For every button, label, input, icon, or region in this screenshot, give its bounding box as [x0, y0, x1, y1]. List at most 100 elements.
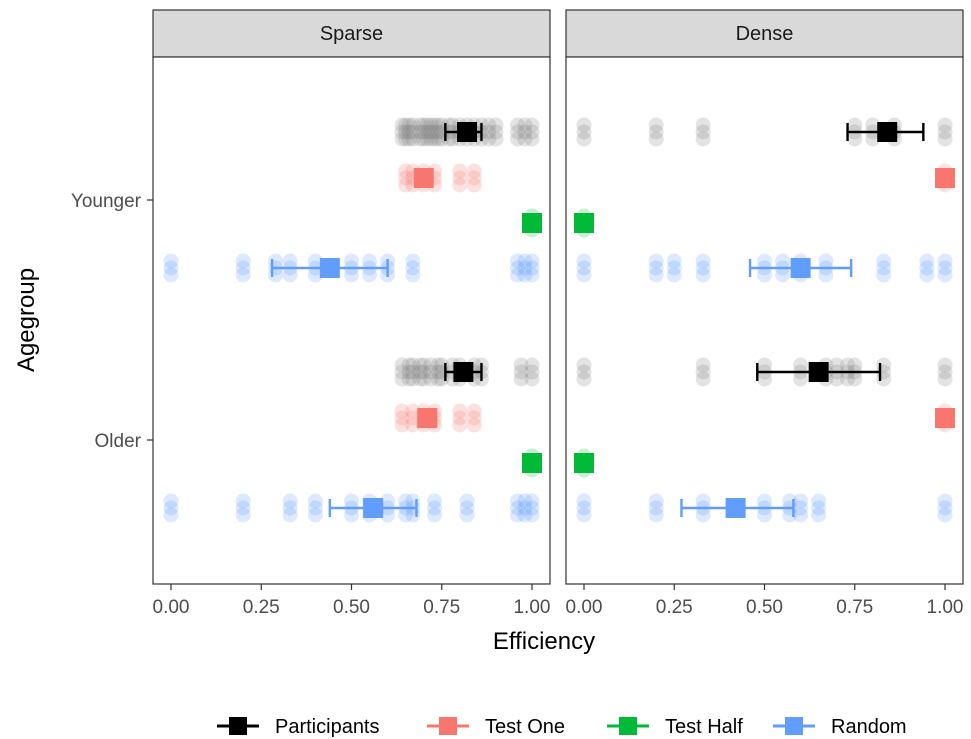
point-sparse-older-random-7-2 — [398, 507, 414, 523]
point-sparse-younger-participants-17-2 — [481, 131, 497, 147]
panel-sparse — [152, 56, 551, 585]
mean-dense-younger-random — [790, 258, 811, 278]
point-sparse-younger-participants-5-0 — [416, 117, 432, 133]
x-tick-label-sparse-4: 1.00 — [514, 597, 551, 618]
point-dense-younger-random-4-2 — [757, 267, 772, 283]
legend-label-0: Participants — [275, 716, 380, 738]
point-sparse-older-participants-13-1 — [524, 364, 540, 380]
point-sparse-younger-random-10-1 — [517, 260, 533, 276]
point-sparse-older-random-11-2 — [510, 507, 526, 523]
point-sparse-older-test-one-1-1 — [405, 410, 421, 426]
point-sparse-older-random-8-2 — [405, 507, 421, 523]
point-dense-younger-participants-6-1 — [937, 124, 953, 140]
point-sparse-older-participants-2-0 — [405, 357, 421, 373]
point-sparse-younger-test-one-5-0 — [466, 163, 482, 179]
point-sparse-older-random-13-1 — [524, 500, 540, 516]
x-tick-label-dense-0: 0.00 — [566, 597, 603, 618]
point-dense-older-random-7-2 — [937, 507, 953, 523]
point-sparse-younger-participants-21-2 — [524, 131, 540, 147]
point-sparse-younger-participants-17-0 — [481, 117, 497, 133]
point-dense-younger-random-0-1 — [576, 260, 592, 276]
point-sparse-younger-random-5-2 — [344, 267, 359, 283]
point-dense-younger-participants-2-2 — [695, 131, 711, 147]
mean-dense-older-test-half — [574, 453, 594, 473]
point-dense-younger-random-1-2 — [648, 267, 664, 283]
x-tick-label-sparse-1: 0.25 — [243, 597, 280, 618]
point-sparse-older-random-6-0 — [380, 493, 396, 509]
strip-dense-bg — [565, 9, 964, 58]
point-sparse-younger-participants-18-1 — [488, 124, 504, 140]
y-tick-label-older: Older — [95, 431, 142, 452]
point-sparse-younger-random-8-0 — [405, 253, 421, 269]
point-sparse-older-participants-4-0 — [416, 357, 432, 373]
point-dense-older-participants-6-0 — [840, 357, 856, 373]
legend-label-2: Test Half — [665, 716, 743, 738]
point-sparse-older-test-one-5-2 — [466, 417, 482, 433]
point-sparse-older-random-1-1 — [235, 500, 251, 516]
point-sparse-older-test-one-0-1 — [394, 410, 410, 426]
point-dense-older-participants-3-0 — [793, 357, 809, 373]
point-sparse-younger-participants-3-0 — [405, 117, 421, 133]
y-axis-title: Agegroup — [13, 268, 40, 372]
point-dense-younger-random-8-0 — [876, 253, 892, 269]
point-sparse-younger-participants-7-0 — [423, 117, 439, 133]
point-dense-older-participants-0-2 — [576, 371, 592, 387]
legend-label-3: Random — [831, 716, 907, 738]
point-sparse-older-participants-12-0 — [513, 357, 529, 373]
point-dense-younger-participants-6-0 — [937, 117, 953, 133]
point-sparse-younger-participants-20-2 — [517, 131, 533, 147]
mean-dense-younger-test-half — [574, 213, 594, 233]
point-sparse-younger-participants-20-0 — [517, 117, 533, 133]
point-sparse-younger-participants-9-1 — [430, 124, 446, 140]
mean-sparse-older-participants — [453, 362, 474, 382]
mean-sparse-younger-test-one — [413, 168, 434, 188]
point-sparse-older-participants-4-1 — [416, 364, 432, 380]
point-dense-older-participants-3-2 — [793, 371, 809, 387]
point-sparse-younger-test-one-0-1 — [398, 170, 414, 186]
point-sparse-older-participants-6-2 — [430, 371, 446, 387]
point-sparse-younger-participants-21-1 — [524, 124, 540, 140]
point-sparse-younger-participants-0-2 — [394, 131, 410, 147]
strip-sparse-label: Sparse — [320, 23, 383, 45]
x-axis-dense: 0.00 0.25 0.50 0.75 1.00 — [566, 584, 964, 618]
mean-sparse-older-test-half — [522, 453, 542, 473]
point-sparse-younger-random-6-2 — [362, 267, 378, 283]
point-sparse-older-random-3-2 — [307, 507, 323, 523]
point-sparse-older-participants-5-2 — [423, 371, 439, 387]
point-sparse-older-random-2-0 — [282, 493, 298, 509]
x-tick-label-dense-4: 1.00 — [927, 597, 964, 618]
point-sparse-younger-participants-9-2 — [430, 131, 446, 147]
point-dense-younger-random-3-1 — [695, 260, 711, 276]
point-dense-younger-participants-1-2 — [648, 131, 664, 147]
mean-sparse-older-test-one — [417, 408, 438, 428]
point-dense-older-participants-9-2 — [937, 371, 953, 387]
point-sparse-younger-participants-8-0 — [427, 117, 443, 133]
point-sparse-older-participants-3-2 — [412, 371, 428, 387]
point-sparse-younger-participants-19-2 — [510, 131, 526, 147]
point-sparse-younger-random-9-2 — [510, 267, 526, 283]
point-dense-younger-participants-4-0 — [865, 117, 881, 133]
point-sparse-younger-participants-1-0 — [398, 117, 414, 133]
point-sparse-younger-participants-5-1 — [416, 124, 432, 140]
point-dense-younger-random-10-1 — [937, 260, 953, 276]
point-sparse-older-random-11-0 — [510, 493, 526, 509]
point-sparse-older-test-one-4-2 — [452, 417, 468, 433]
point-sparse-younger-participants-18-0 — [488, 117, 504, 133]
legend-label-1: Test One — [485, 716, 565, 738]
point-dense-younger-random-2-0 — [666, 253, 682, 269]
point-dense-younger-random-9-2 — [919, 267, 935, 283]
point-sparse-older-participants-1-0 — [401, 357, 417, 373]
point-sparse-older-random-10-1 — [459, 500, 475, 516]
mean-dense-older-test-one — [935, 408, 955, 428]
point-sparse-younger-test-one-0-2 — [398, 177, 414, 193]
mean-sparse-older-random — [363, 498, 384, 518]
point-dense-older-participants-2-0 — [757, 357, 772, 373]
point-sparse-younger-random-1-0 — [235, 253, 251, 269]
point-sparse-younger-participants-20-1 — [517, 124, 533, 140]
point-dense-younger-random-5-0 — [775, 253, 791, 269]
point-sparse-younger-participants-3-1 — [405, 124, 421, 140]
strip-sparse: Sparse — [152, 9, 551, 58]
point-sparse-older-participants-4-2 — [416, 371, 432, 387]
point-sparse-younger-test-one-4-0 — [452, 163, 468, 179]
y-tick-label-younger: Younger — [71, 191, 142, 212]
